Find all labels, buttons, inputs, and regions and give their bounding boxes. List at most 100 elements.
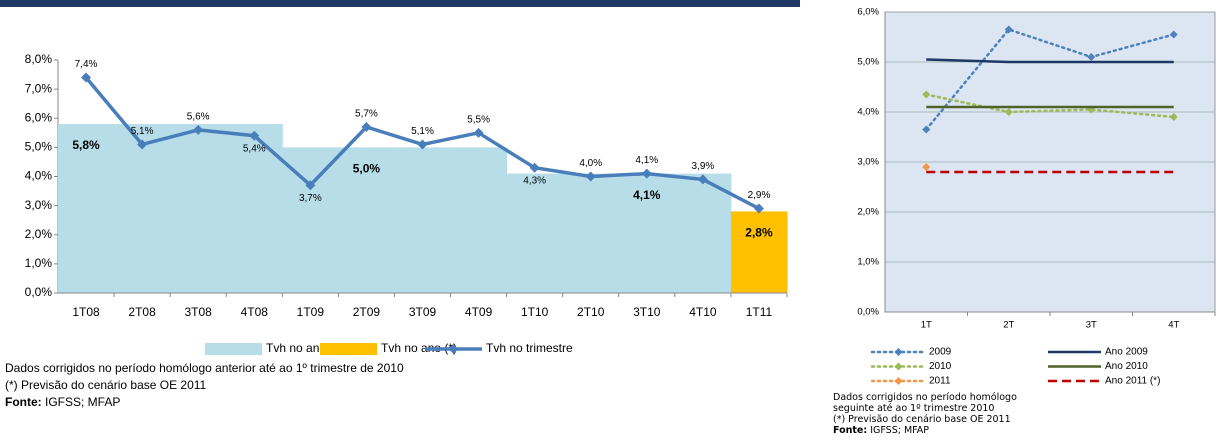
area-step <box>730 211 788 293</box>
legend-swatch <box>320 343 377 355</box>
point-marker <box>81 72 92 83</box>
point-marker <box>1169 113 1178 121</box>
source-text: IGFSS; MFAP <box>870 425 929 436</box>
point-marker <box>922 90 931 99</box>
x-tick-label: 3T09 <box>409 305 437 319</box>
legend-label: 2011 <box>929 376 951 387</box>
data-label: 5,7% <box>355 109 378 120</box>
data-label: 3,7% <box>299 193 322 204</box>
legend-label: Tvh no ano <box>266 341 326 355</box>
area-label: 5,8% <box>72 138 100 152</box>
point-marker <box>305 180 316 191</box>
area-step <box>506 173 564 293</box>
point-marker <box>1087 53 1096 61</box>
legend-label: Ano 2011 (*) <box>1105 376 1160 387</box>
notes-1: Dados corrigidos no período homólogo ant… <box>5 360 404 411</box>
note: (*) Previsão do cenário base OE 2011 <box>5 378 207 392</box>
legend-marker <box>448 344 459 354</box>
y-tick-label: 1,0% <box>25 256 53 270</box>
area-step <box>114 124 171 293</box>
series-line <box>925 93 1175 119</box>
data-label: 5,6% <box>187 112 210 123</box>
source: Fonte: IGFSS; MFAP <box>5 394 404 411</box>
data-label: 4,3% <box>523 175 546 186</box>
data-label: 5,4% <box>243 143 266 154</box>
x-tick-label: 2T <box>1003 320 1014 331</box>
area-label: 2,8% <box>745 226 773 240</box>
note: Dados corrigidos no período homólogo ant… <box>5 361 404 375</box>
y-tick-label: 1,0% <box>857 257 879 268</box>
point-marker <box>1169 30 1178 39</box>
area-step <box>170 124 227 293</box>
x-tick-label: 3T <box>1086 320 1097 331</box>
point-marker <box>417 139 428 150</box>
point-marker <box>137 139 148 150</box>
y-tick-label: 3,0% <box>857 157 879 168</box>
note: Dados corrigidos no período homólogo seg… <box>833 392 1017 414</box>
area-label: 4,1% <box>633 188 661 202</box>
y-tick-label: 8,0% <box>25 52 53 66</box>
data-label: 4,0% <box>579 158 602 169</box>
legend-swatch <box>205 343 262 355</box>
series-line <box>925 28 1175 131</box>
y-tick-label: 5,0% <box>857 57 879 68</box>
y-tick-label: 3,0% <box>25 198 53 212</box>
y-tick-label: 4,0% <box>25 169 53 183</box>
area-step <box>450 147 508 293</box>
x-tick-label: 4T10 <box>689 305 717 319</box>
x-tick-label: 2T10 <box>577 305 605 319</box>
source-text: IGFSS; MFAP <box>45 395 121 409</box>
x-tick-label: 2T09 <box>353 305 381 319</box>
legend-marker <box>894 377 903 385</box>
x-tick-label: 1T11 <box>746 305 773 319</box>
source-label: Fonte: <box>5 395 42 409</box>
area-step <box>58 124 115 293</box>
legend-marker <box>894 348 903 356</box>
point-marker <box>753 203 764 214</box>
legend-label: 2009 <box>929 347 952 358</box>
point-marker <box>585 171 596 182</box>
point-marker <box>1004 25 1013 34</box>
y-tick-label: 2,0% <box>25 227 53 241</box>
area-step <box>282 147 339 293</box>
x-tick-label: 1T09 <box>297 305 325 319</box>
legend-label: Ano 2009 <box>1105 347 1148 358</box>
point-marker <box>922 125 931 134</box>
point-marker <box>249 130 260 141</box>
point-marker <box>641 168 652 179</box>
point-marker <box>697 174 708 185</box>
point-marker <box>193 124 204 135</box>
series-line <box>926 58 1174 64</box>
legend-label: Tvh no trimestre <box>486 341 573 355</box>
area-step <box>674 173 732 293</box>
point-marker <box>1004 108 1013 116</box>
header-bar <box>0 0 800 7</box>
y-tick-label: 0,0% <box>857 307 879 318</box>
area-step <box>618 173 676 293</box>
area-step <box>562 173 620 293</box>
x-tick-label: 4T <box>1168 320 1179 331</box>
x-tick-label: 4T08 <box>241 305 269 319</box>
y-tick-label: 4,0% <box>857 107 879 118</box>
note: (*) Previsão do cenário base OE 2011 <box>833 414 1011 425</box>
legend-label: Ano 2010 <box>1105 361 1148 372</box>
data-label: 5,1% <box>411 126 434 137</box>
point-marker <box>361 121 372 132</box>
y-tick-label: 5,0% <box>25 140 53 154</box>
x-tick-label: 1T10 <box>521 305 549 319</box>
legend-marker <box>894 362 903 371</box>
point-marker <box>922 163 931 171</box>
point-marker <box>473 127 484 138</box>
legend-label: Tvh no ano (*) <box>381 341 457 355</box>
y-tick-label: 6,0% <box>857 7 879 18</box>
legend-label: 2010 <box>929 361 952 372</box>
x-tick-label: 1T08 <box>72 305 100 319</box>
data-label: 5,1% <box>131 126 154 137</box>
area-label: 5,0% <box>353 162 381 176</box>
area-step <box>338 147 395 293</box>
notes-2: Dados corrigidos no período homólogo seg… <box>833 392 1033 436</box>
x-tick-label: 2T08 <box>128 305 156 319</box>
data-label: 4,1% <box>635 155 658 166</box>
y-tick-label: 2,0% <box>857 207 879 218</box>
